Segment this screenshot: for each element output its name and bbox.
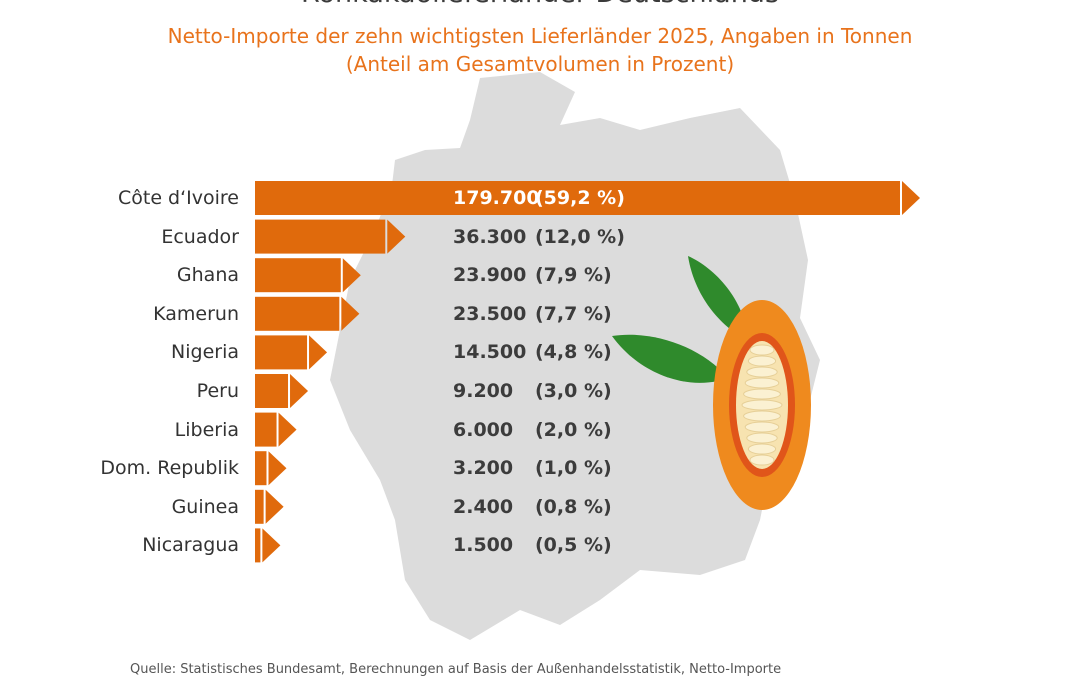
bar-6: [255, 412, 297, 447]
source-footnote: Quelle: Statistisches Bundesamt, Berechn…: [130, 662, 782, 677]
value-label: 9.200 (3,0 %): [453, 379, 612, 403]
value-percent: (1,0 %): [535, 457, 612, 480]
category-label: Côte d‘Ivoire: [117, 187, 239, 209]
cocoa-bean: [743, 410, 781, 422]
category-label: Guinea: [171, 495, 239, 518]
cocoa-leaf-top: [688, 256, 748, 340]
value-number: 3.200: [453, 457, 514, 480]
cocoa-bean: [749, 344, 775, 356]
bar-arrow-tip: [290, 374, 309, 408]
bar-rect: [255, 258, 341, 293]
value-percent: (12,0 %): [535, 225, 625, 248]
category-label: Nicaragua: [142, 534, 239, 557]
cocoa-leaf-left: [612, 334, 728, 383]
bar-9: [255, 528, 281, 563]
value-label: 23.500 (7,7 %): [453, 302, 612, 326]
bar-1: [255, 219, 406, 254]
value-number: 1.500: [453, 534, 514, 557]
category-label: Ecuador: [161, 225, 239, 248]
cocoa-bean: [741, 399, 783, 411]
bar-arrow-tip: [309, 335, 328, 370]
bar-arrow-tip: [342, 258, 361, 293]
value-percent: (4,8 %): [535, 341, 612, 364]
value-label: 36.300 (12,0 %): [453, 225, 625, 249]
chart-subtitle: Netto-Importe der zehn wichtigsten Liefe…: [167, 24, 913, 48]
value-number: 179.700: [453, 187, 540, 209]
category-label: Peru: [196, 380, 239, 402]
bar-7: [255, 451, 287, 486]
cocoa-bean: [744, 377, 780, 389]
value-percent: (0,8 %): [535, 495, 612, 518]
cocoa-bean: [746, 432, 778, 444]
bar-rect: [255, 412, 277, 447]
value-percent: (7,7 %): [535, 302, 612, 325]
value-number: 6.000: [453, 418, 514, 441]
bar-rect: [255, 296, 340, 331]
value-label: 14.500 (4,8 %): [453, 340, 612, 364]
value-percent: (59,2 %): [535, 187, 625, 209]
bar-arrow-tip: [268, 451, 287, 486]
cocoa-bean: [746, 366, 778, 378]
value-label: 179.700 (59,2 %): [453, 186, 625, 210]
bar-arrow-tip: [341, 296, 360, 331]
bar-rect: [255, 451, 267, 486]
bar-8: [255, 489, 284, 524]
cocoa-beans: [741, 344, 783, 466]
bar-4: [255, 335, 328, 370]
category-label: Ghana: [176, 264, 239, 287]
value-number: 14.500: [453, 341, 527, 364]
bar-arrow-tip: [902, 181, 920, 215]
category-label: Nigeria: [171, 341, 239, 364]
value-label: 3.200 (1,0 %): [453, 456, 612, 480]
value-number: 2.400: [453, 495, 514, 518]
value-label: 1.500 (0,5 %): [453, 533, 612, 557]
bar-arrow-tip: [387, 219, 406, 254]
value-label: 2.400 (0,8 %): [453, 495, 612, 519]
value-number: 9.200: [453, 380, 514, 402]
value-label: 23.900 (7,9 %): [453, 263, 612, 287]
category-label: Kamerun: [153, 302, 239, 325]
chart-subtitle-unit-note: (Anteil am Gesamtvolumen in Prozent): [345, 52, 735, 76]
cocoa-bean: [744, 421, 780, 433]
value-percent: (0,5 %): [535, 534, 612, 557]
value-percent: (7,9 %): [535, 264, 612, 287]
value-number: 23.900: [453, 264, 527, 287]
bar-rect: [255, 219, 386, 254]
cocoa-bean: [749, 454, 775, 466]
category-label: Liberia: [174, 418, 239, 441]
cocoa-bean: [747, 443, 777, 455]
bar-arrow-tip: [262, 528, 281, 563]
value-percent: (3,0 %): [535, 380, 612, 402]
value-label: 6.000 (2,0 %): [453, 418, 612, 442]
bar-rect: [255, 335, 308, 370]
bar-arrow-tip: [265, 489, 284, 524]
bar-rect: [255, 489, 264, 524]
category-label: Dom. Republik: [100, 457, 239, 480]
bar-rect: [255, 374, 289, 408]
bar-rect: [255, 528, 261, 563]
chart-title: Rohkakaolieferländer Deutschlands: [0, 0, 1080, 9]
bar-rect: [255, 181, 900, 215]
value-number: 23.500: [453, 302, 527, 325]
bar-arrow-tip: [278, 412, 297, 447]
bar-0: [255, 181, 920, 215]
bar-2: [255, 258, 361, 293]
value-percent: (2,0 %): [535, 418, 612, 441]
bar-5: [255, 374, 309, 408]
bar-3: [255, 296, 360, 331]
cocoa-bean: [743, 388, 781, 400]
cocoa-bean: [747, 355, 777, 367]
value-number: 36.300: [453, 225, 527, 248]
